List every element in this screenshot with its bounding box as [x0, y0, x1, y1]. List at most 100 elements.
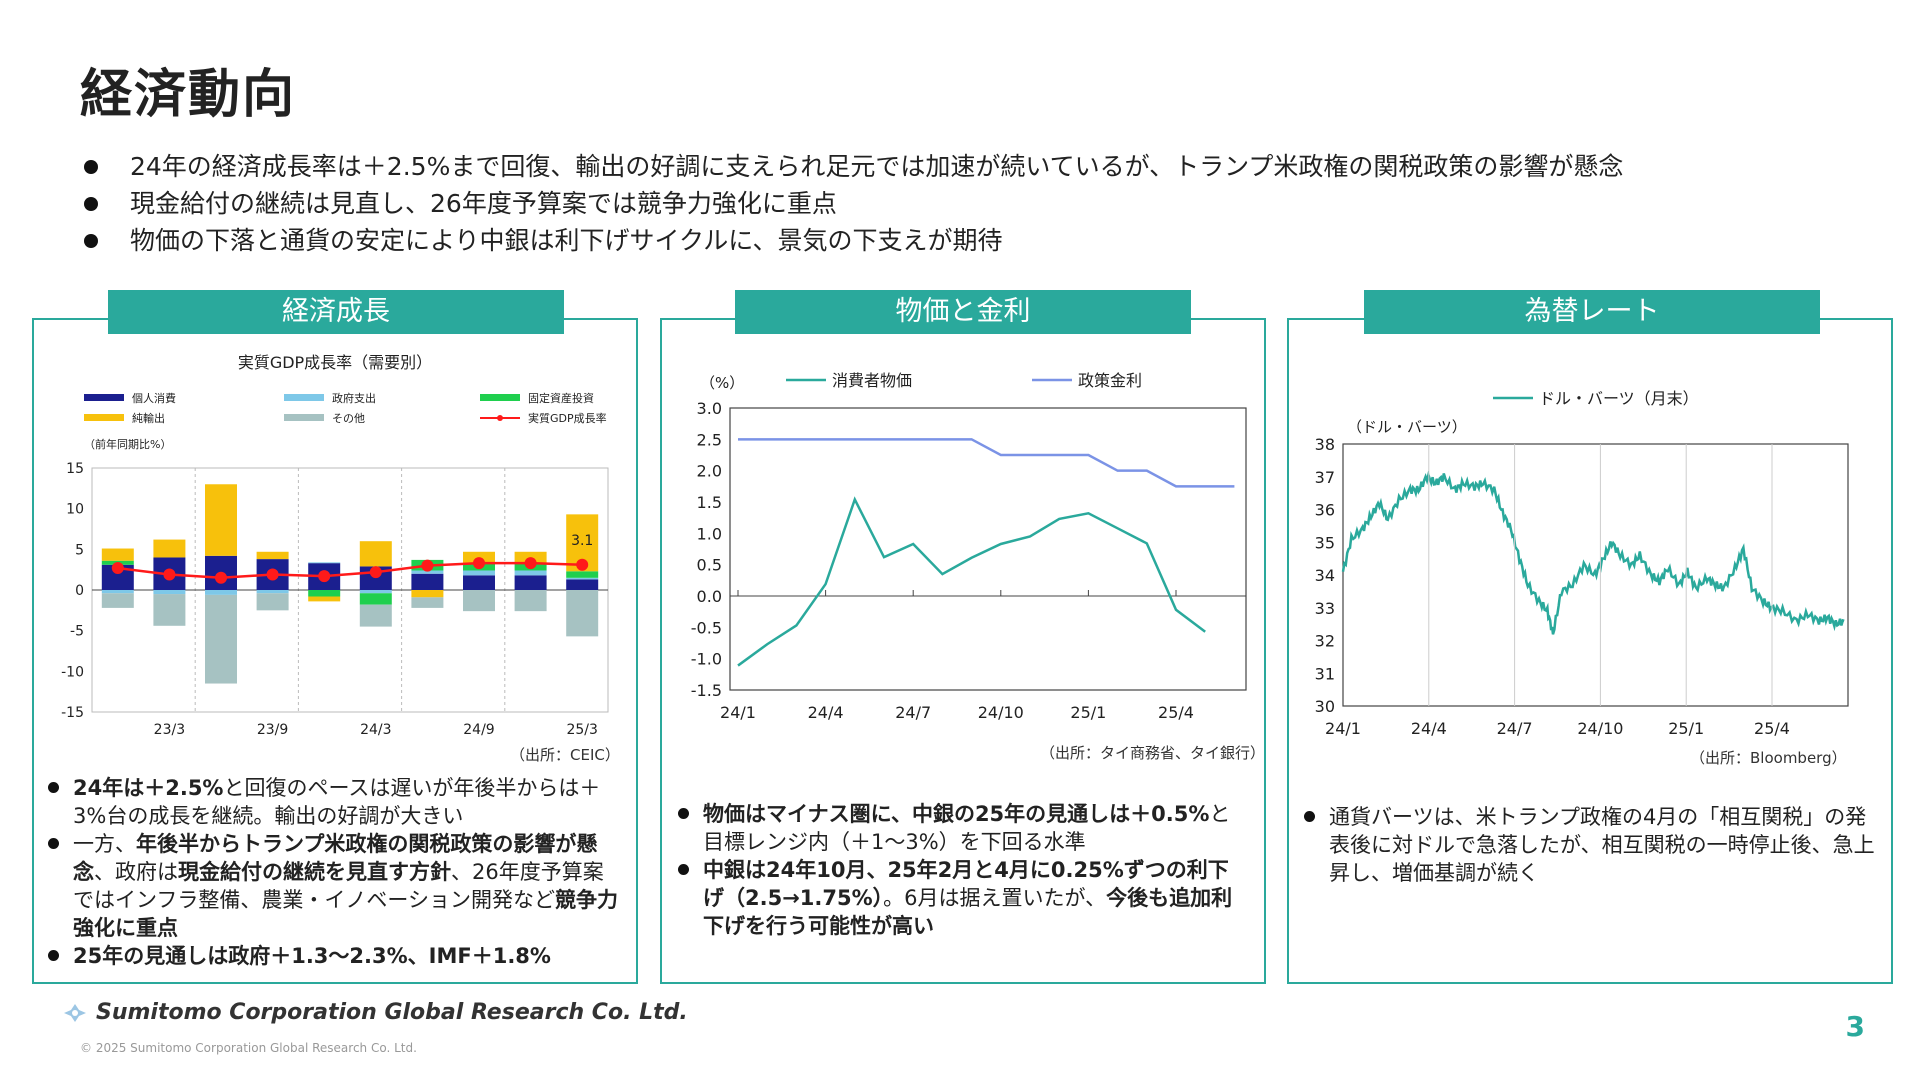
summary-bullet-text: 24年の経済成長率は＋2.5%まで回復、輸出の好調に支えられ足元では加速が続いて…: [130, 152, 1624, 181]
bar-segment: [256, 590, 289, 594]
bar-segment: [566, 590, 599, 637]
y-unit-label: （前年同期比%）: [84, 437, 171, 451]
bar-segment: [308, 562, 341, 564]
y-tick-label: 31: [1315, 664, 1335, 683]
legend-label: 個人消費: [132, 391, 176, 405]
page-title: 経済動向: [80, 65, 297, 125]
bar-segment: [256, 593, 289, 611]
bar-segment: [153, 539, 186, 558]
gdp-point: [369, 566, 382, 579]
growth-notes: 24年は＋2.5%と回復のペースは遅いが年後半からは＋3%台の成長を継続。輸出の…: [46, 774, 620, 970]
y-tick-label: 37: [1315, 468, 1335, 487]
y-tick-label: 30: [1315, 697, 1335, 716]
bar-segment: [566, 577, 599, 580]
summary-bullet: 24年の経済成長率は＋2.5%まで回復、輸出の好調に支えられ足元では加速が続いて…: [78, 148, 1623, 185]
x-tick-label: 25/1: [1070, 703, 1106, 722]
x-tick-label: 24/7: [895, 703, 931, 722]
plot-frame: [1342, 443, 1849, 707]
note-bullet-dot: [48, 950, 59, 961]
y-tick-label: 5: [75, 542, 84, 558]
x-tick-label: 25/3: [566, 722, 597, 738]
bullet-dot: [84, 196, 98, 211]
legend-swatch: [284, 394, 324, 401]
y-tick-label: 32: [1315, 632, 1335, 651]
y-tick-label: 1.5: [697, 493, 722, 512]
gdp-point: [473, 557, 485, 570]
note-bullet-dot: [1304, 811, 1315, 822]
legend-label: 実質GDP成長率: [528, 411, 607, 425]
legend-label: その他: [332, 412, 365, 425]
y-tick-label: 3.0: [697, 399, 722, 418]
bar-segment: [101, 590, 134, 594]
logo-text: Sumitomo Corporation Global Research Co.…: [96, 1000, 688, 1025]
chart-title: 実質GDP成長率（需要別）: [238, 353, 432, 372]
bar-segment: [205, 484, 237, 556]
y-tick-label: -1.5: [691, 681, 722, 700]
legend-label: 固定資産投資: [528, 391, 594, 405]
bar-segment: [205, 594, 237, 684]
y-tick-label: 38: [1315, 435, 1335, 454]
note-text: 一方、年後半からトランプ米政権の関税政策の影響が懸念、政府は現金給付の継続を見直…: [73, 832, 618, 940]
bar-segment: [463, 590, 495, 612]
bar-segment: [566, 579, 599, 590]
x-tick-label: 24/3: [360, 722, 391, 738]
legend-marker: [497, 415, 503, 421]
series-line: [1341, 470, 1845, 635]
prices-source: （出所：タイ商務省、タイ銀行）: [1040, 744, 1266, 762]
x-tick-label: 25/1: [1668, 719, 1704, 738]
y-tick-label: 2.5: [697, 430, 722, 449]
fx-chart: （ドル・バーツ） 38 37 36 35 34 33 32 31 30 24/1 24/4 24/7 24…: [1315, 389, 1849, 738]
x-tick-label: 24/1: [1325, 719, 1361, 738]
series-line: [738, 438, 1235, 488]
gdp-point: [111, 562, 124, 575]
bar-segment: [463, 575, 495, 590]
y-unit-label: （ドル・バーツ）: [1347, 418, 1467, 436]
bar-segment: [411, 570, 444, 574]
note-bullet-dot: [678, 864, 689, 875]
y-tick-label: 0.5: [697, 556, 722, 575]
y-tick-label: -1.0: [691, 650, 722, 669]
x-tick-label: 25/4: [1158, 703, 1194, 722]
bar-segment: [411, 573, 444, 590]
gdp-line: [117, 561, 583, 580]
bar-segment: [101, 593, 134, 608]
bullet-dot: [84, 159, 98, 174]
bar-segment: [153, 594, 186, 626]
summary-bullet: 現金給付の継続は見直し、26年度予算案では競争力強化に重点: [78, 185, 1623, 222]
gdp-point: [215, 571, 227, 584]
y-tick-label: 1.0: [697, 524, 722, 543]
x-tick-label: 24/9: [463, 722, 494, 738]
y-tick-label: 34: [1315, 566, 1335, 585]
x-tick-label: 24/1: [720, 703, 756, 722]
y-tick-label: -10: [61, 664, 84, 680]
bar-segment: [359, 604, 392, 627]
bar-segment: [153, 590, 186, 595]
gdp-point: [266, 568, 279, 581]
note-item: 一方、年後半からトランプ米政権の関税政策の影響が懸念、政府は現金給付の継続を見直…: [46, 830, 620, 942]
legend-label: 政府支出: [332, 391, 376, 405]
x-tick-label: 23/3: [154, 722, 185, 738]
note-bullet-dot: [48, 782, 59, 793]
y-unit-label: （%）: [700, 374, 744, 392]
x-tick-label: 24/10: [1577, 719, 1623, 738]
summary-bullets: 24年の経済成長率は＋2.5%まで回復、輸出の好調に支えられ足元では加速が続いて…: [78, 148, 1623, 259]
legend-label: 政策金利: [1078, 371, 1142, 390]
bar-segment: [205, 590, 237, 595]
y-tick-label: 15: [66, 461, 84, 477]
summary-bullet-text: 物価の下落と通貨の安定により中銀は利下げサイクルに、景気の下支えが期待: [130, 226, 1003, 255]
fx-source: （出所：Bloomberg）: [1690, 749, 1847, 767]
y-tick-label: 0: [75, 583, 84, 599]
price-rate-chart: （%） 3.0 2.5 2.0 1.5 1.0 0.5 0.0 -0.5 -1.0 -1.5 24/1…: [691, 371, 1247, 722]
x-tick-label: 24/4: [1411, 719, 1447, 738]
gdp-point: [576, 558, 589, 571]
summary-bullet-text: 現金給付の継続は見直し、26年度予算案では競争力強化に重点: [130, 189, 837, 218]
y-tick-label: 35: [1315, 533, 1335, 552]
x-tick-label: 24/10: [978, 703, 1024, 722]
note-text: 物価はマイナス圏に、中銀の25年の見通しは＋0.5%と目標レンジ内（＋1～3%）…: [703, 802, 1231, 854]
gdp-point: [524, 557, 537, 570]
bar-segment: [359, 541, 392, 567]
note-item: 中銀は24年10月、25年2月と4月に0.25%ずつの利下げ（2.5→1.75%…: [676, 856, 1246, 940]
legend-swatch: [480, 394, 520, 401]
x-tick-label: 25/4: [1754, 719, 1790, 738]
